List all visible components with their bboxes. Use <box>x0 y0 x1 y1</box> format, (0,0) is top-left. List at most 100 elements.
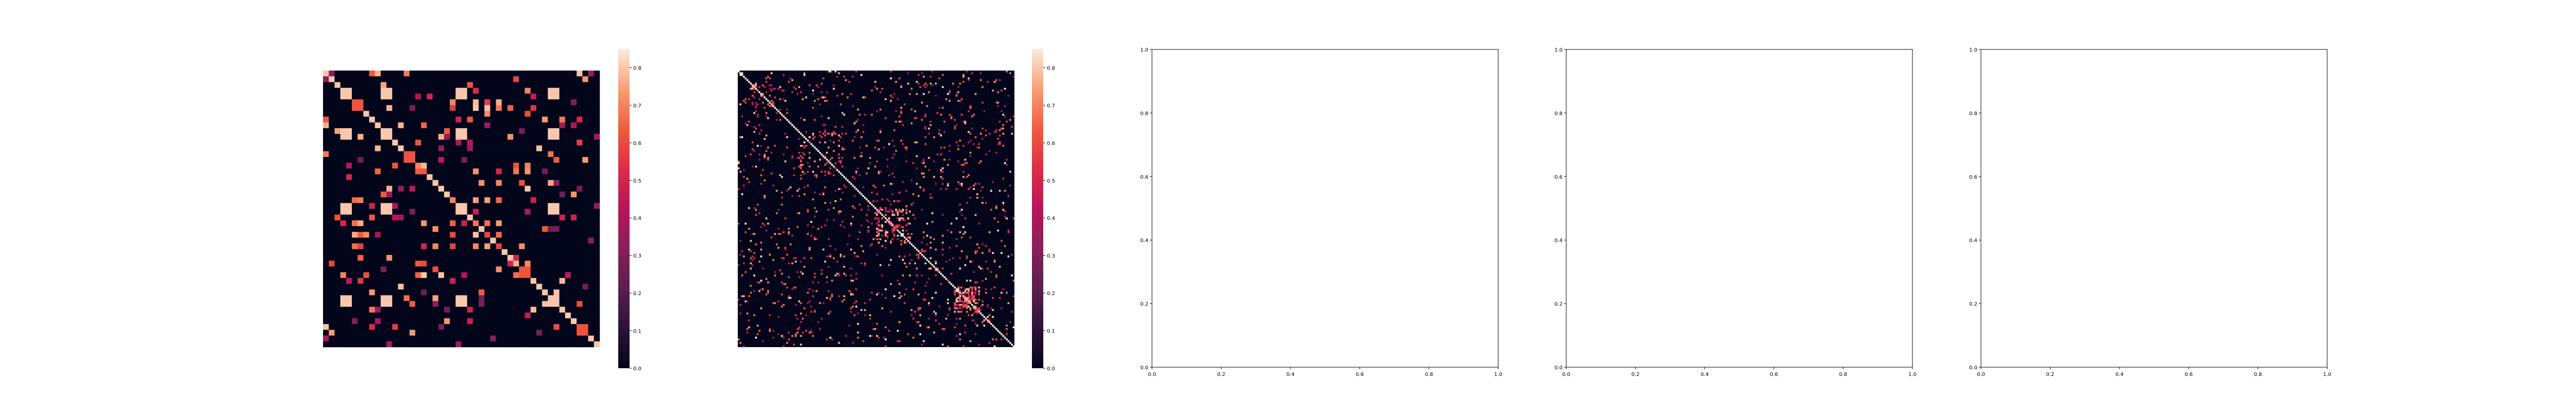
heatmap-cell <box>346 255 352 261</box>
heatmap-cell <box>479 99 485 106</box>
heatmap-cell <box>896 210 899 213</box>
heatmap-cell <box>788 81 790 83</box>
heatmap-cell <box>329 318 335 324</box>
heatmap-cell <box>891 214 894 216</box>
heatmap-cell <box>571 122 577 129</box>
heatmap-cell <box>559 335 566 342</box>
heatmap-cell <box>472 312 479 319</box>
heatmap-cell <box>582 295 588 301</box>
heatmap-cell <box>472 341 479 348</box>
heatmap-cell <box>833 207 835 209</box>
heatmap-cell <box>772 330 774 332</box>
heatmap-cell <box>571 163 577 169</box>
heatmap-cell <box>571 295 577 301</box>
heatmap-cell <box>351 226 358 232</box>
heatmap-cell <box>838 274 840 277</box>
heatmap-cell <box>513 111 519 117</box>
heatmap-cell <box>794 261 797 263</box>
heatmap-cell <box>819 103 821 106</box>
heatmap-cell <box>805 131 807 133</box>
heatmap-cell <box>530 163 537 169</box>
heatmap-cell <box>519 151 525 158</box>
heatmap-cell <box>978 307 980 310</box>
heatmap-cell <box>455 99 462 106</box>
heatmap-cell <box>386 174 393 180</box>
heatmap-cell <box>375 243 381 250</box>
heatmap-cell <box>530 295 537 301</box>
heatmap-cell <box>559 134 566 140</box>
heatmap-cell <box>542 214 548 221</box>
heatmap-cell <box>808 288 811 290</box>
heatmap-cell <box>334 266 341 272</box>
heatmap-cell <box>484 174 490 180</box>
heatmap-cell <box>346 306 352 313</box>
heatmap-cell <box>369 283 375 290</box>
heatmap-cell <box>833 150 835 152</box>
heatmap-cell <box>496 272 502 279</box>
heatmap-cell <box>351 306 358 313</box>
heatmap-cell <box>501 324 508 330</box>
heatmap-cell <box>993 131 996 133</box>
heatmap-cell <box>334 76 341 82</box>
heatmap-cell <box>542 272 548 279</box>
heatmap-cell <box>826 162 828 164</box>
heatmap-cell <box>392 151 398 158</box>
heatmap-cell <box>876 253 878 256</box>
heatmap-cell <box>954 293 956 296</box>
heatmap-cell <box>559 82 566 88</box>
heatmap-cell <box>421 105 427 111</box>
heatmap-cell <box>840 162 842 164</box>
heatmap-cell <box>363 157 369 163</box>
heatmap-cell <box>548 180 554 186</box>
heatmap-cell <box>513 151 519 158</box>
y-tick-label: 0.2 <box>1554 302 1563 307</box>
heatmap-cell <box>455 157 462 163</box>
heatmap-cell <box>455 324 462 330</box>
heatmap-cell <box>905 266 908 268</box>
heatmap-cell <box>942 344 944 346</box>
heatmap-cell <box>888 330 890 332</box>
heatmap-cell <box>571 237 577 244</box>
heatmap-cell <box>577 151 583 158</box>
heatmap-cell <box>375 99 381 106</box>
heatmap-cell <box>496 134 502 140</box>
heatmap-cell <box>358 324 364 330</box>
heatmap-cell <box>1012 345 1015 348</box>
heatmap-cell <box>375 301 381 307</box>
heatmap-cell <box>380 185 387 192</box>
heatmap-cell <box>918 74 920 76</box>
heatmap-cell <box>802 98 804 100</box>
heatmap-cell <box>877 219 880 221</box>
heatmap-cell <box>831 295 833 297</box>
heatmap-cell <box>375 168 381 175</box>
heatmap-cell <box>455 301 462 307</box>
heatmap-cell <box>877 140 880 142</box>
heatmap-cell <box>833 88 835 90</box>
heatmap-cell <box>748 319 750 321</box>
heatmap-cell <box>524 71 531 77</box>
heatmap-cell <box>329 306 335 313</box>
heatmap-cell <box>536 111 543 117</box>
heatmap-cell <box>852 215 854 218</box>
heatmap-cell <box>472 226 479 232</box>
heatmap-cell <box>438 278 445 284</box>
heatmap-cell <box>791 195 793 197</box>
heatmap-cell <box>507 330 514 336</box>
heatmap-cell <box>329 93 335 100</box>
heatmap-cell <box>877 231 880 233</box>
heatmap-cell <box>363 266 369 272</box>
heatmap-cell <box>415 295 421 301</box>
heatmap-cell <box>484 312 490 319</box>
heatmap-cell <box>959 333 961 335</box>
heatmap-cell <box>450 93 456 100</box>
colorbar-tick-label: 0.1 <box>633 329 641 334</box>
heatmap-cell <box>834 248 837 251</box>
heatmap-cell <box>501 266 508 272</box>
heatmap-cell <box>472 145 479 151</box>
heatmap-cell <box>588 232 595 238</box>
heatmap-cell <box>995 338 997 340</box>
heatmap-cell <box>513 99 519 106</box>
heatmap-cell <box>340 335 347 342</box>
heatmap-cell <box>902 274 904 277</box>
heatmap-cell <box>819 159 821 161</box>
